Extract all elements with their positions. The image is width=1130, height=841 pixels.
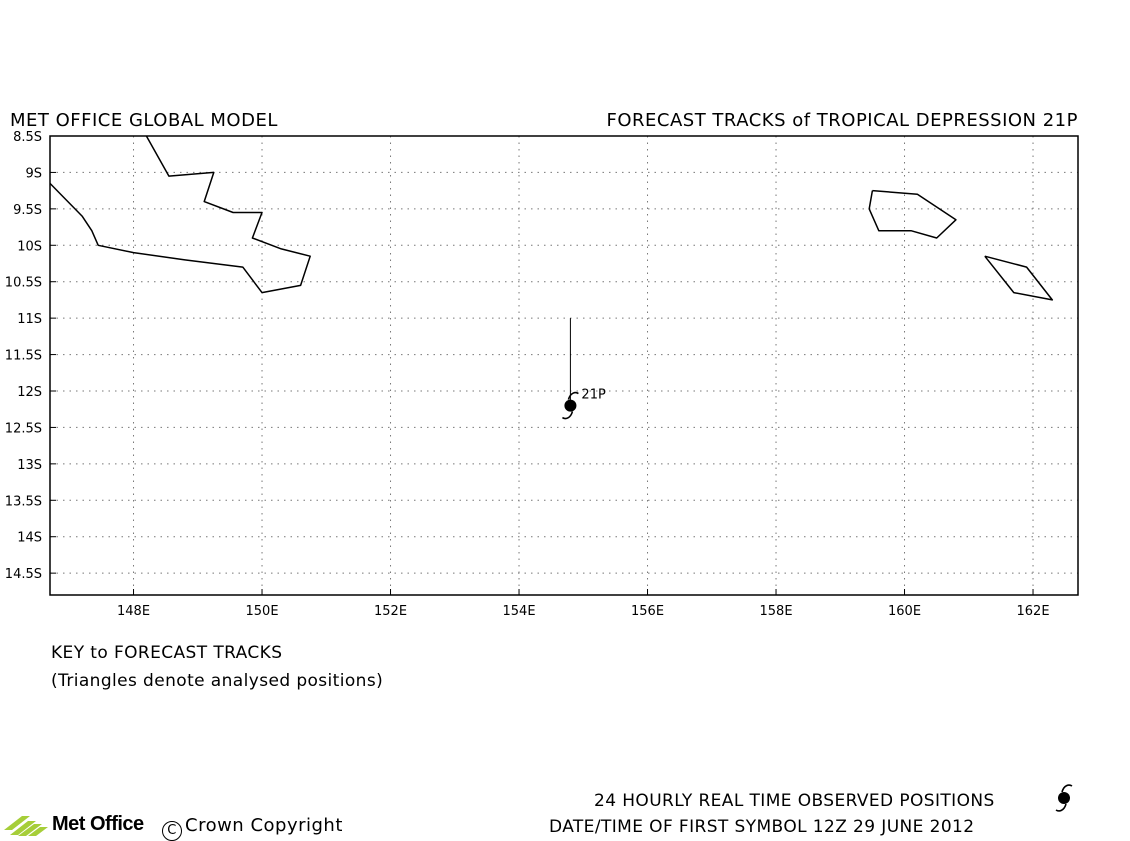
met-office-logo-text: Met Office [52,812,144,835]
lat-tick-label: 14S [17,531,42,546]
map-grid [50,135,1078,595]
coastline-makira-island [984,255,1054,301]
track-map: 21P 8.5S 9S 9.5S 10S 10.5S 11S 11.5S 12S 12.5S 13… [5,130,1079,619]
lat-tick-label: 11.5S [5,349,42,364]
chart-title: FORECAST TRACKS of TROPICAL DEPRESSION 2… [606,110,1078,131]
lat-tick-label: 13.5S [5,494,42,509]
lat-tick-label: 10.5S [5,276,42,291]
coastline-new-georgia-islands [868,189,957,239]
met-office-logo: Met Office [4,812,144,836]
lon-tick-label: 152E [374,604,407,619]
lat-tick-label: 13S [17,458,42,473]
key-subtitle: (Triangles denote analysed positions) [51,671,384,691]
first-symbol-datetime: DATE/TIME OF FIRST SYMBOL 12Z 29 JUNE 20… [549,817,975,837]
observed-positions-label: 24 HOURLY REAL TIME OBSERVED POSITIONS [594,791,995,811]
coastlines [49,135,1054,301]
lat-tick-label: 10S [17,239,42,254]
storm-track: 21P [561,318,606,420]
model-title: MET OFFICE GLOBAL MODEL [10,110,278,131]
lat-tick-label: 12S [17,385,42,400]
storm-position-icon [561,391,579,420]
copyright-icon: C [162,821,182,841]
copyright-text: Crown Copyright [185,815,343,836]
storm-label: 21P [581,388,606,403]
latitude-labels: 8.5S 9S 9.5S 10S 10.5S 11S 11.5S 12S 12.5S 13S 13.… [5,130,42,582]
lon-tick-label: 150E [246,604,279,619]
copyright-notice: C Crown Copyright [162,815,343,841]
key-title: KEY to FORECAST TRACKS [51,643,283,663]
lat-tick-label: 9.5S [13,203,42,218]
lon-tick-label: 154E [503,604,536,619]
cyclone-symbol-icon [1055,784,1073,812]
lon-tick-label: 160E [888,604,921,619]
lat-tick-label: 8.5S [13,130,42,145]
lon-tick-label: 148E [117,604,150,619]
map-frame [49,135,1079,596]
lat-tick-label: 14.5S [5,567,42,582]
coastline-new-guinea-east [49,135,311,294]
longitude-labels: 148E 150E 152E 154E 156E 158E 160E 162E [117,604,1050,619]
lat-tick-label: 11S [17,312,42,327]
lon-tick-label: 158E [760,604,793,619]
lon-tick-label: 162E [1017,604,1050,619]
lon-tick-label: 156E [631,604,664,619]
lat-tick-label: 12.5S [5,421,42,436]
met-office-stripes-icon [4,816,48,836]
lat-tick-label: 9S [25,166,42,181]
